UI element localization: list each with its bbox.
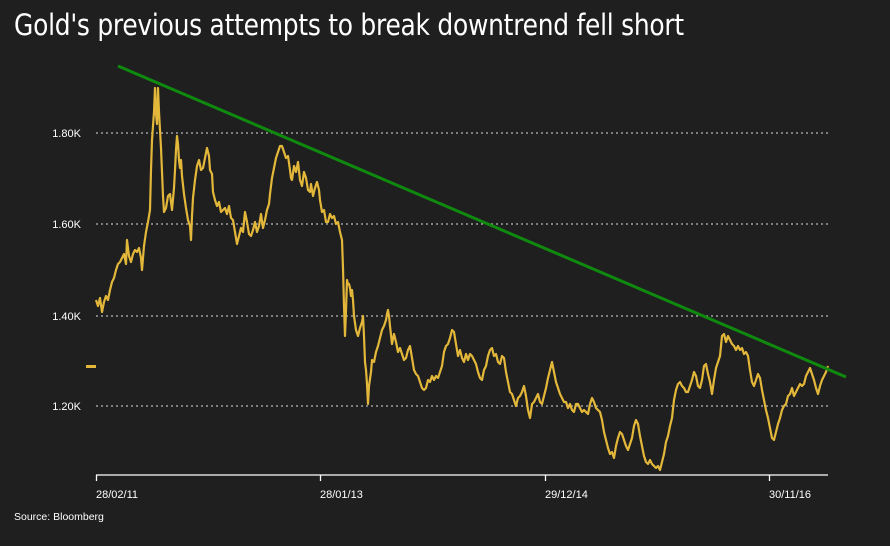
x-tick-label: 28/02/11 xyxy=(96,489,138,501)
y-tick-label: 1.40K xyxy=(52,311,81,323)
gold-price-line xyxy=(94,86,830,472)
downtrend-line xyxy=(117,64,847,379)
y-tick-label: 1.80K xyxy=(52,128,81,140)
source-note: Source: Bloomberg xyxy=(14,511,104,523)
y-tick-label: 1.20K xyxy=(52,401,81,413)
x-tick-label: 29/12/14 xyxy=(545,489,588,501)
gridlines xyxy=(96,132,830,407)
y-axis-labels: 1.80K 1.60K 1.40K 1.20K xyxy=(52,128,81,413)
x-tick-label: 28/01/13 xyxy=(320,489,363,501)
last-price-marker xyxy=(86,365,96,368)
chart-title: Gold's previous attempts to break downtr… xyxy=(14,8,684,42)
x-axis-labels: 28/02/11 28/01/13 29/12/14 30/11/16 xyxy=(96,489,811,501)
y-tick-label: 1.60K xyxy=(52,219,81,231)
x-tick-label: 30/11/16 xyxy=(769,489,811,501)
x-axis xyxy=(95,474,828,481)
